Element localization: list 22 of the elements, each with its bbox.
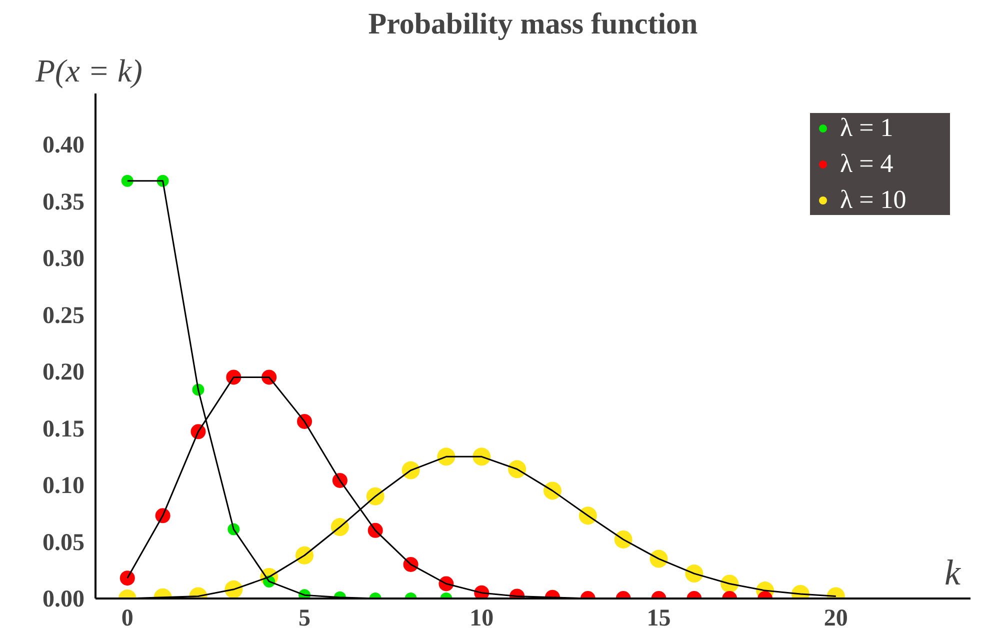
- x-tick-label: 10: [470, 606, 494, 632]
- legend-label: λ = 4: [840, 149, 894, 179]
- y-tick-label: 0.05: [42, 530, 84, 556]
- chart-title: Probability mass function: [368, 8, 698, 40]
- x-tick-label: 15: [646, 606, 671, 632]
- y-tick-label: 0.35: [42, 189, 84, 216]
- y-axis-title: P(x = k): [34, 52, 142, 88]
- y-tick-label: 0.30: [42, 246, 84, 272]
- legend-label: λ = 1: [840, 113, 894, 143]
- x-tick-label: 5: [298, 606, 311, 632]
- y-tick-label: 0.40: [42, 132, 84, 159]
- y-tick-label: 0.25: [42, 302, 84, 329]
- y-tick-label: 0.15: [42, 416, 84, 442]
- x-axis-title: k: [944, 552, 962, 592]
- y-tick-label: 0.10: [42, 473, 84, 500]
- point: [121, 174, 134, 187]
- x-tick-label: 20: [824, 606, 848, 632]
- point: [120, 570, 135, 586]
- legend-label: λ = 10: [840, 185, 908, 215]
- y-tick-label: 0.20: [42, 360, 84, 386]
- x-tick-label: 0: [121, 606, 134, 632]
- y-tick-label: 0.00: [42, 586, 84, 612]
